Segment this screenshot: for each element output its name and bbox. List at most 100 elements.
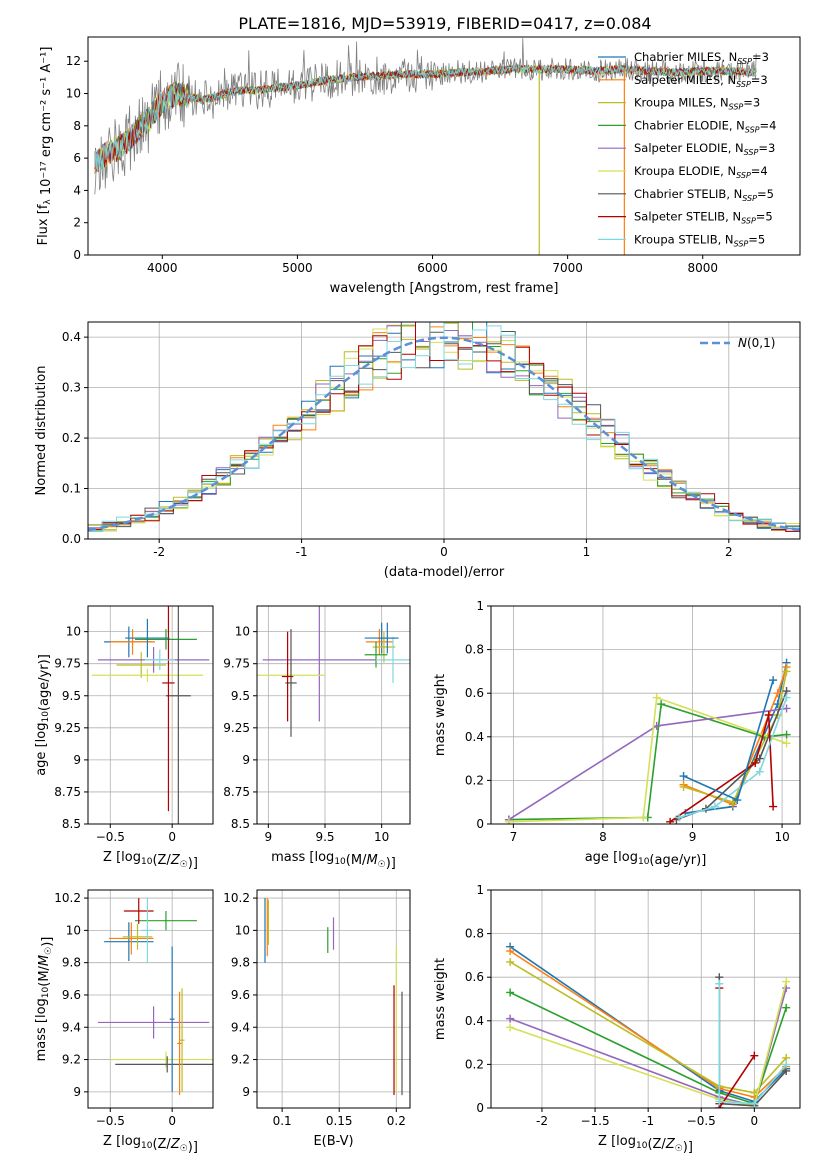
residual-histogram	[88, 322, 800, 531]
x-tick-label: 8	[599, 830, 607, 844]
x-tick-label: −0.5	[96, 830, 125, 844]
axes-frame	[490, 605, 801, 825]
y-tick-label: 10.2	[54, 891, 81, 905]
y-tick-label: 0.2	[465, 1057, 484, 1071]
y-tick-label: 9.5	[62, 689, 81, 703]
y-tick-label: 0.6	[465, 686, 484, 700]
y-tick-label: 9.2	[231, 1053, 250, 1067]
x-axis-label: Z [log10(Z/Z☉)]	[103, 850, 198, 871]
legend-label: Salpeter MILES, NSSP=3	[634, 73, 768, 89]
y-tick-label: 0.8	[465, 643, 484, 657]
plot-area	[504, 658, 791, 824]
y-tick-label: 9.4	[62, 1020, 81, 1034]
y-tick-label: 0.4	[465, 1014, 484, 1028]
plot-area	[88, 322, 800, 532]
y-tick-label: 10.2	[223, 891, 250, 905]
y-tick-label: 0.6	[465, 970, 484, 984]
x-tick-label: 8000	[687, 261, 718, 275]
mass-weight-line	[508, 696, 787, 823]
plot-area	[264, 898, 403, 1096]
x-tick-label: -1	[296, 545, 308, 559]
x-tick-label: 0.1	[273, 1114, 292, 1128]
mass-weight-marker	[506, 988, 515, 997]
mass-weight-marker	[710, 802, 719, 811]
mass-weight-marker	[782, 704, 791, 713]
panel-mass-weight-vs-age: 7 8 9 10 0 0.2 0.4 0.6 0.8 1 age [log10(age/yr)] ma…	[433, 599, 801, 868]
mass-weight-line	[669, 714, 774, 823]
x-tick-label: 0	[168, 1114, 176, 1128]
mass-weight-marker	[769, 802, 778, 811]
x-tick-label: 7	[510, 830, 518, 844]
x-axis-label: Z [log10(Z/Z☉)]	[103, 1134, 198, 1155]
y-tick-label: 0	[476, 1101, 484, 1115]
mass-weight-marker	[769, 676, 778, 685]
mass-weight-marker	[506, 947, 515, 956]
legend-label: Kroupa ELODIE, NSSP=4	[634, 164, 768, 180]
mass-weight-marker	[728, 798, 737, 807]
y-axis-label: mass weight	[433, 958, 448, 1040]
mass-weight-marker	[782, 1060, 791, 1069]
y-tick-label: 6	[73, 151, 81, 165]
legend-label: Salpeter STELIB, NSSP=5	[634, 210, 773, 226]
x-tick-label: 5000	[282, 261, 313, 275]
residual-histogram	[88, 322, 800, 532]
y-tick-label: 0.4	[465, 730, 484, 744]
axes-frame	[87, 605, 214, 825]
x-tick-label: 6000	[417, 261, 448, 275]
mass-weight-marker	[715, 1097, 724, 1106]
x-tick-label: 4000	[147, 261, 178, 275]
y-axis-label: Normed distribution	[34, 366, 49, 496]
plot-area	[91, 606, 210, 824]
y-axis-label: Flux [fλ 10⁻¹⁷ erg cm⁻² s⁻¹ A⁻¹]	[36, 47, 54, 246]
y-tick-label: 2	[73, 216, 81, 230]
y-axis-label: mass [log10(M/M☉)]	[34, 937, 55, 1062]
y-tick-label: 9.75	[54, 657, 81, 671]
spectrum-legend: Chabrier MILES, NSSP=3 Salpeter MILES, NS…	[598, 50, 776, 248]
mass-weight-line	[678, 697, 788, 819]
y-tick-label: 9	[242, 1085, 250, 1099]
y-tick-label: 9.8	[62, 956, 81, 970]
y-tick-label: 9.6	[62, 988, 81, 1002]
x-axis-label: (data-model)/error	[384, 565, 505, 580]
panel-mass-vs-EBV: 0.1 0.15 0.2 9 9.2 9.4 9.6 9.8 10 10.2 E(B-V)	[223, 889, 411, 1149]
x-tick-label: −0.5	[687, 1114, 716, 1128]
y-tick-label: 0.2	[62, 431, 81, 445]
mass-weight-marker	[666, 817, 675, 824]
y-tick-label: 9.75	[223, 657, 250, 671]
x-tick-label: 7000	[552, 261, 583, 275]
y-tick-label: 8.75	[223, 785, 250, 799]
y-axis-label: age [log10(age/yr)]	[34, 654, 52, 776]
x-axis-label: Z [log10(Z/Z☉)]	[598, 1134, 693, 1155]
y-tick-label: 10	[235, 625, 250, 639]
y-tick-label: 0	[476, 817, 484, 831]
y-tick-label: 10	[235, 923, 250, 937]
legend-label: Salpeter ELODIE, NSSP=3	[634, 141, 775, 157]
y-tick-label: 12	[66, 54, 81, 68]
mass-weight-marker	[504, 817, 513, 824]
y-tick-label: 9.25	[223, 721, 250, 735]
panel-mass-vs-Z: −0.5 0 9 9.2 9.4 9.6 9.8 10 10.2 Z [log10(Z/Z☉)] m…	[34, 889, 214, 1155]
x-tick-label: 9	[689, 830, 697, 844]
y-tick-label: 9	[73, 1085, 81, 1099]
x-tick-label: 0	[440, 545, 448, 559]
x-tick-label: 2	[725, 545, 733, 559]
y-tick-label: 4	[73, 183, 81, 197]
y-tick-label: 10	[66, 923, 81, 937]
plot-area	[506, 942, 791, 1108]
y-tick-label: 10	[66, 625, 81, 639]
mass-weight-line	[718, 983, 787, 1105]
y-tick-label: 1	[476, 599, 484, 613]
y-tick-label: 9.2	[62, 1053, 81, 1067]
mass-weight-marker	[506, 1023, 515, 1032]
legend-label: Chabrier STELIB, NSSP=5	[634, 187, 774, 203]
axes-frame	[87, 889, 214, 1109]
mass-weight-marker	[652, 693, 661, 702]
mass-weight-marker	[639, 813, 648, 822]
mass-weight-marker	[506, 957, 515, 966]
mass-weight-marker	[679, 772, 688, 781]
axes-frame	[490, 889, 801, 1109]
plot-area	[257, 606, 410, 737]
panel-mass-weight-vs-Z: -2 −1.5 -1 −0.5 0 0 0.2 0.4 0.6 0.8 1 Z [log10(Z/Z☉…	[433, 883, 801, 1155]
plot-area	[94, 37, 757, 255]
